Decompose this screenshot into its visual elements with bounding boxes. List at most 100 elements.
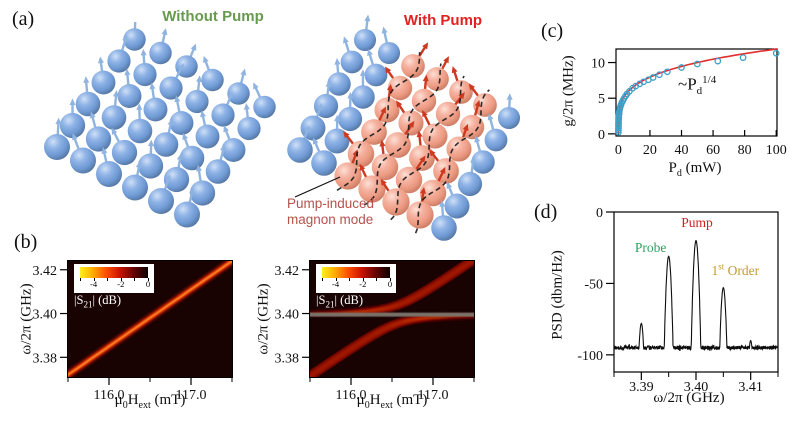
arrow-head bbox=[334, 114, 341, 122]
d-y-axis-title: PSD (dbm/Hz) bbox=[549, 250, 566, 340]
blue-sphere bbox=[117, 84, 142, 108]
data-point bbox=[616, 106, 623, 113]
power-law-annotation: ~Pd1/4 bbox=[678, 74, 716, 97]
data-point bbox=[615, 116, 622, 124]
blue-sphere bbox=[148, 188, 174, 214]
blue-sphere bbox=[169, 111, 194, 135]
blue-sphere bbox=[179, 145, 205, 171]
blue-sphere bbox=[253, 95, 276, 119]
mu-sub: 0 bbox=[122, 400, 128, 411]
arrow-head bbox=[470, 156, 477, 164]
tick-label: 3.41 bbox=[738, 380, 763, 395]
data-point bbox=[649, 74, 657, 81]
tick-label: 3.38 bbox=[33, 351, 58, 366]
P-symbol: P bbox=[668, 160, 677, 176]
unit-mW: (mW) bbox=[681, 160, 722, 176]
blue-sphere bbox=[287, 137, 313, 163]
arrow-head bbox=[419, 155, 426, 163]
data-point bbox=[623, 90, 631, 98]
arrow-head bbox=[474, 99, 481, 107]
blue-sphere bbox=[195, 124, 220, 149]
data-point bbox=[629, 84, 636, 92]
arrow-head bbox=[101, 146, 108, 154]
blue-sphere bbox=[227, 82, 250, 105]
tick-label: 3.38 bbox=[275, 351, 300, 366]
tick-label: -100 bbox=[577, 349, 603, 364]
arrow-head bbox=[429, 149, 436, 157]
pink-sphere bbox=[425, 67, 449, 91]
s21-label-left: |S21| (dB) bbox=[74, 293, 121, 310]
colorbar-tick bbox=[322, 278, 323, 281]
unit-mT: (mT) bbox=[150, 392, 186, 408]
arrow-head bbox=[462, 123, 469, 131]
annot-sup: 1/4 bbox=[702, 74, 717, 86]
blue-sphere bbox=[44, 134, 70, 160]
colorbar-tick-label: -2 bbox=[117, 279, 125, 289]
H-symbol: H bbox=[369, 392, 381, 408]
panel-label-a: (a) bbox=[12, 8, 35, 30]
blue-sphere bbox=[337, 106, 363, 132]
with-pump-title: With Pump bbox=[403, 12, 483, 29]
colorbar-tick-label: -4 bbox=[90, 279, 98, 289]
arrow-head bbox=[408, 120, 415, 128]
blue-sphere bbox=[85, 126, 112, 152]
data-point bbox=[615, 122, 622, 130]
H-sub: ext bbox=[138, 400, 151, 411]
pink-sphere bbox=[382, 188, 410, 216]
data-point bbox=[656, 71, 663, 79]
arrow-head bbox=[439, 166, 446, 175]
colorbar-tick bbox=[107, 278, 109, 281]
arrow-head bbox=[200, 110, 206, 118]
blue-sphere bbox=[59, 112, 86, 139]
colorbar-tick-label: -4 bbox=[332, 279, 340, 289]
colorbar-tick bbox=[93, 278, 95, 281]
colorbar-gradient bbox=[80, 267, 148, 278]
mu-sub: 0 bbox=[364, 400, 370, 411]
tick-label: 3.42 bbox=[33, 264, 58, 279]
blue-sphere bbox=[201, 68, 224, 92]
data-point bbox=[739, 54, 747, 61]
data-point bbox=[618, 99, 626, 106]
arrow-head bbox=[416, 130, 423, 138]
data-point bbox=[615, 120, 622, 128]
arrow-head bbox=[227, 91, 233, 99]
blue-sphere bbox=[185, 89, 209, 114]
callout-line2: magnon mode bbox=[287, 211, 374, 227]
colorbar-tick bbox=[148, 278, 149, 281]
arrow-head bbox=[124, 68, 131, 76]
arrow-head bbox=[253, 82, 259, 90]
s21-unit: | (dB) bbox=[334, 293, 364, 307]
tick-label: 0 bbox=[596, 206, 603, 221]
data-point bbox=[693, 60, 701, 68]
blue-sphere bbox=[133, 62, 157, 87]
blue-sphere bbox=[137, 153, 164, 179]
tick-label: 80 bbox=[738, 143, 752, 158]
annot-text: ~P bbox=[678, 74, 697, 94]
blue-sphere bbox=[70, 147, 96, 174]
arrow-head bbox=[443, 56, 449, 64]
data-point bbox=[617, 101, 625, 108]
magnon-mode-dashed-curve bbox=[390, 75, 465, 221]
arrow-head bbox=[174, 95, 181, 103]
arrow-head bbox=[312, 137, 319, 145]
arrow-head bbox=[343, 36, 349, 44]
arrow-head bbox=[196, 75, 203, 83]
pink-sphere bbox=[446, 136, 472, 162]
colorbar-tick bbox=[376, 278, 378, 281]
colorbar-tick bbox=[134, 278, 136, 281]
blue-sphere bbox=[153, 132, 179, 157]
blue-sphere bbox=[340, 50, 364, 74]
spin-lattice-without-pump bbox=[44, 22, 276, 228]
arrow-head bbox=[113, 90, 119, 97]
pink-sphere bbox=[422, 123, 448, 149]
arrow-head bbox=[220, 143, 226, 151]
s21-sub: 21 bbox=[325, 299, 335, 310]
peak-label-pump: Pump bbox=[681, 214, 713, 230]
pink-sphere bbox=[395, 166, 423, 194]
colorbar-tick-label: 0 bbox=[145, 279, 151, 289]
data-point bbox=[620, 95, 628, 102]
data-point bbox=[626, 88, 633, 95]
arrow-head bbox=[240, 68, 247, 76]
arrow-head bbox=[474, 135, 481, 143]
tick-label: 3.39 bbox=[629, 380, 654, 395]
